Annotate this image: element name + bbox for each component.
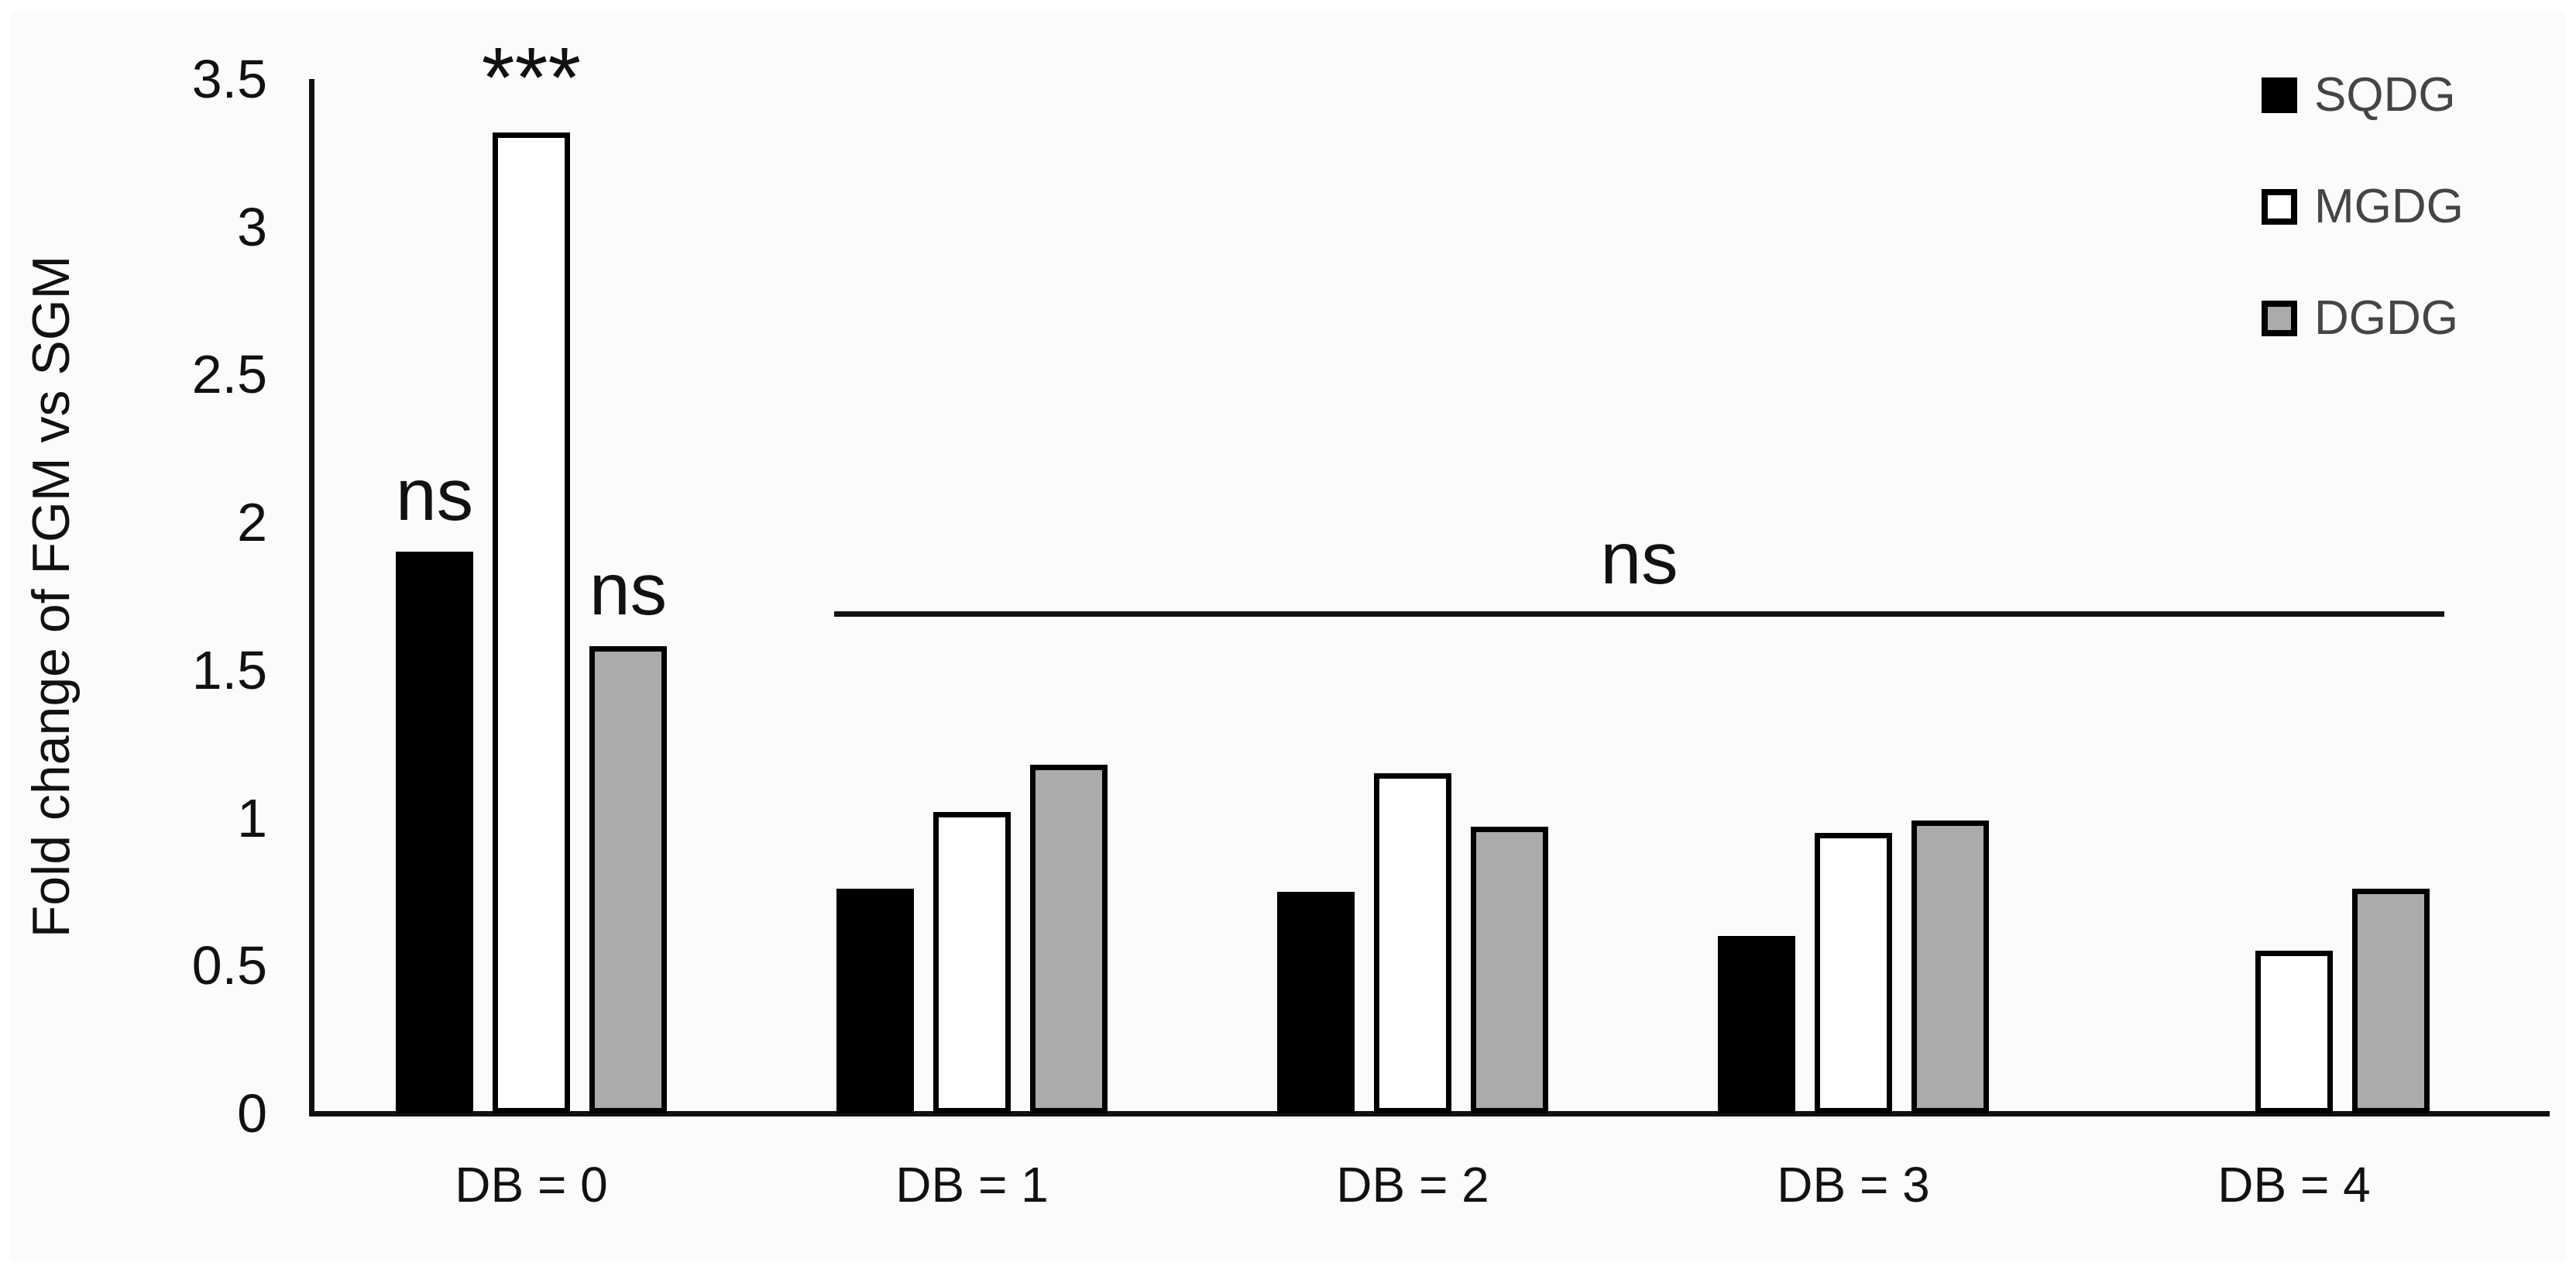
y-tick-label: 0.5 <box>191 935 267 996</box>
bar-mgdg-4 <box>2255 951 2333 1113</box>
bar-mgdg-2 <box>1374 773 1451 1113</box>
y-tick-label: 1.5 <box>191 639 267 700</box>
bar-mgdg-1 <box>933 811 1011 1113</box>
y-tick-label: 3 <box>237 196 267 257</box>
x-axis-label: DB = 2 <box>1336 1157 1489 1213</box>
y-tick-label: 1 <box>237 787 267 848</box>
legend: SQDG MGDG DGDG <box>2262 68 2464 403</box>
x-axis-label: DB = 4 <box>2217 1157 2371 1213</box>
x-axis-line <box>309 1111 2550 1116</box>
x-axis-label: DB = 3 <box>1777 1157 1930 1213</box>
bar-sqdg-0 <box>396 552 473 1113</box>
significance-label: ns <box>395 454 474 537</box>
legend-label-dgdg: DGDG <box>2314 291 2458 345</box>
legend-swatch-sqdg <box>2262 77 2297 113</box>
legend-label-sqdg: SQDG <box>2314 68 2456 122</box>
bar-dgdg-3 <box>1911 821 1989 1113</box>
legend-item-sqdg: SQDG <box>2262 68 2464 122</box>
y-axis-line <box>309 79 314 1116</box>
bar-dgdg-1 <box>1030 764 1108 1113</box>
significance-label: ns <box>589 549 668 631</box>
ns-span-line <box>834 611 2444 618</box>
legend-swatch-mgdg <box>2262 189 2297 225</box>
bar-mgdg-0 <box>493 132 570 1113</box>
bar-sqdg-2 <box>1277 891 1355 1113</box>
bar-sqdg-1 <box>836 889 914 1113</box>
legend-item-mgdg: MGDG <box>2262 180 2464 234</box>
x-axis-label: DB = 0 <box>455 1157 608 1213</box>
y-tick-label: 0 <box>237 1083 267 1144</box>
ns-span-label: ns <box>1600 518 1678 600</box>
y-axis-title: Fold change of FGM vs SGM <box>22 255 81 938</box>
x-axis-label: DB = 1 <box>895 1157 1049 1213</box>
significance-label: *** <box>481 29 582 126</box>
legend-swatch-dgdg <box>2262 301 2297 336</box>
y-tick-label: 2 <box>237 492 267 553</box>
bar-dgdg-4 <box>2352 889 2430 1113</box>
bar-dgdg-0 <box>589 646 667 1113</box>
y-tick-label: 3.5 <box>191 49 267 109</box>
y-tick-label: 2.5 <box>191 344 267 405</box>
bar-sqdg-3 <box>1718 936 1795 1113</box>
legend-item-dgdg: DGDG <box>2262 291 2464 346</box>
legend-label-mgdg: MGDG <box>2314 180 2464 233</box>
bar-dgdg-2 <box>1471 827 1548 1113</box>
bar-mgdg-3 <box>1815 832 1892 1113</box>
